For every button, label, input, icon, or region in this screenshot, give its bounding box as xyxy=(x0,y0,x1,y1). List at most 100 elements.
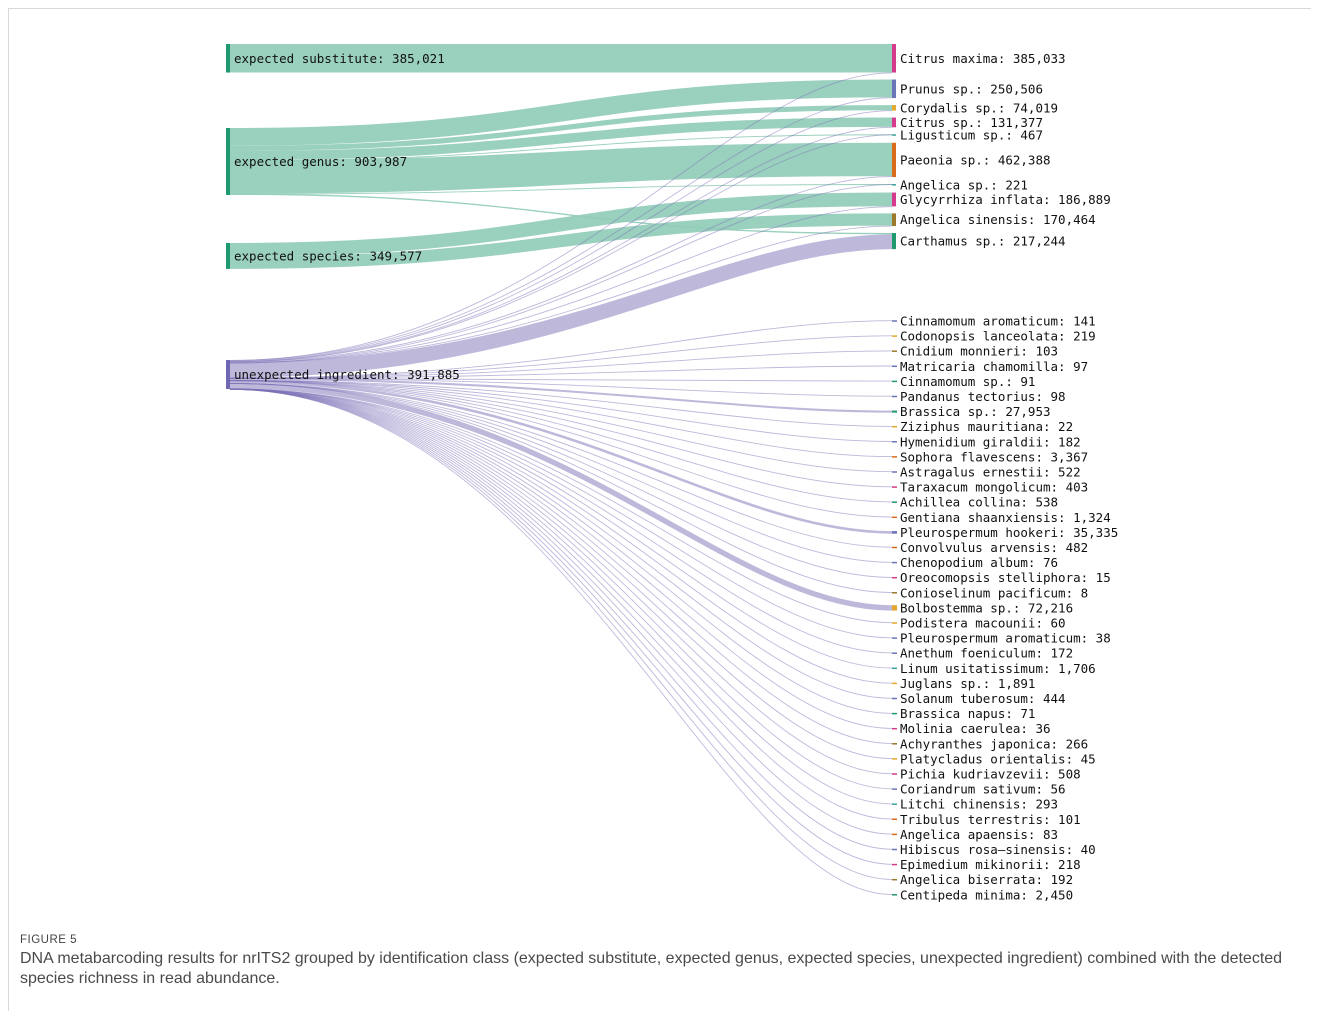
link-unexpected-ingredient-to-hibiscus-rosa-sinensis xyxy=(229,388,893,850)
target-label-epimedium-mikinorii: Epimedium mikinorii: 218 xyxy=(900,857,1081,872)
target-node-taraxacum-mongolicum xyxy=(892,486,897,488)
link-expected-genus-to-citrus-sp xyxy=(229,117,893,161)
link-unexpected-ingredient-to-centipeda-minima xyxy=(229,388,893,895)
target-label-linum-usitatissimum: Linum usitatissimum: 1,706 xyxy=(900,661,1096,676)
target-node-astragalus-ernestii xyxy=(892,471,897,473)
source-node-expected-genus xyxy=(226,128,230,195)
target-label-codonopsis-lanceolata: Codonopsis lanceolata: 219 xyxy=(900,329,1096,344)
target-label-juglans-sp: Juglans sp.: 1,891 xyxy=(900,676,1035,691)
target-node-oreocomopsis-stelliphora xyxy=(892,576,897,579)
link-unexpected-ingredient-to-pandanus-tectorius xyxy=(229,377,893,397)
target-label-conioselinum-pacificum: Conioselinum pacificum: 8 xyxy=(900,585,1088,600)
target-node-brassica-napus xyxy=(892,712,897,715)
link-unexpected-ingredient-to-oreocomopsis-stelliphora xyxy=(229,383,893,578)
link-unexpected-ingredient-to-cnidium-monnieri xyxy=(229,350,893,379)
target-node-convolvulus-arvensis xyxy=(892,546,897,549)
target-label-achillea-collina: Achillea collina: 538 xyxy=(900,495,1058,510)
target-label-coriandrum-sativum: Coriandrum sativum: 56 xyxy=(900,782,1066,797)
link-unexpected-ingredient-to-pleurospermum-aromaticum xyxy=(229,388,893,639)
target-label-pichia-kudriavzevii: Pichia kudriavzevii: 508 xyxy=(900,767,1081,782)
target-node-centipeda-minima xyxy=(892,894,897,896)
link-unexpected-ingredient-to-convolvulus-arvensis xyxy=(229,382,893,548)
link-unexpected-ingredient-to-paeonia-sp xyxy=(229,176,893,363)
target-label-podistera-macounii: Podistera macounii: 60 xyxy=(900,616,1066,631)
link-unexpected-ingredient-to-conioselinum-pacificum xyxy=(229,383,893,593)
target-node-platycladus-orientalis xyxy=(892,758,897,760)
link-unexpected-ingredient-to-angelica-apaensis xyxy=(229,388,893,835)
target-label-centipeda-minima: Centipeda minima: 2,450 xyxy=(900,887,1073,902)
link-unexpected-ingredient-to-epimedium-mikinorii xyxy=(229,388,893,865)
source-label-expected-genus: expected genus: 903,987 xyxy=(234,154,407,169)
link-unexpected-ingredient-to-ligusticum-sp xyxy=(229,134,893,363)
target-label-angelica-sinensis: Angelica sinensis: 170,464 xyxy=(900,212,1096,227)
target-label-angelica-apaensis: Angelica apaensis: 83 xyxy=(900,827,1058,842)
link-unexpected-ingredient-to-matricaria-chamomilla xyxy=(229,365,893,379)
figure-label: FIGURE 5 xyxy=(20,934,78,946)
target-node-gentiana-shaanxiensis xyxy=(892,516,897,519)
link-unexpected-ingredient-to-solanum-tuberosum xyxy=(229,388,893,699)
target-label-bolbostemma-sp: Bolbostemma sp.: 72,216 xyxy=(900,600,1073,615)
target-node-hymenidium-giraldii xyxy=(892,441,897,443)
target-label-molinia-caerulea: Molinia caerulea: 36 xyxy=(900,721,1051,736)
target-label-taraxacum-mongolicum: Taraxacum mongolicum: 403 xyxy=(900,480,1088,495)
link-unexpected-ingredient-to-litchi-chinensis xyxy=(229,388,893,805)
target-node-citrus-sp xyxy=(892,117,896,128)
target-label-angelica-sp: Angelica sp.: 221 xyxy=(900,177,1028,192)
target-label-tribulus-terrestris: Tribulus terrestris: 101 xyxy=(900,812,1081,827)
target-label-carthamus-sp: Carthamus sp.: 217,244 xyxy=(900,234,1066,249)
link-unexpected-ingredient-to-anethum-foeniculum xyxy=(229,388,893,654)
sankey-diagram: expected substitute: 385,021 expected gen… xyxy=(226,43,1118,902)
link-expected-genus-to-carthamus-sp xyxy=(229,193,893,235)
link-unexpected-ingredient-to-chenopodium-album xyxy=(229,383,893,563)
target-label-ligusticum-sp: Ligusticum sp.: 467 xyxy=(900,128,1043,143)
link-unexpected-ingredient-to-prunus-sp xyxy=(229,97,893,361)
link-expected-genus-to-angelica-sp xyxy=(229,184,893,195)
nodes-layer xyxy=(226,44,897,896)
target-node-ligusticum-sp xyxy=(892,134,896,136)
link-expected-genus-to-prunus-sp xyxy=(229,79,893,146)
target-node-cinnamomum-sp xyxy=(892,380,897,383)
target-label-pleurospermum-aromaticum: Pleurospermum aromaticum: 38 xyxy=(900,631,1111,646)
target-node-brassica-sp xyxy=(892,410,897,413)
link-unexpected-ingredient-to-taraxacum-mongolicum xyxy=(229,380,893,488)
target-node-anethum-foeniculum xyxy=(892,652,897,654)
link-unexpected-ingredient-to-molinia-caerulea xyxy=(229,388,893,729)
link-unexpected-ingredient-to-platycladus-orientalis xyxy=(229,388,893,760)
source-label-expected-species: expected species: 349,577 xyxy=(234,248,422,263)
target-label-convolvulus-arvensis: Convolvulus arvensis: 482 xyxy=(900,540,1088,555)
source-label-unexpected-ingredient: unexpected ingredient: 391,885 xyxy=(234,367,460,382)
source-node-expected-substitute xyxy=(226,44,230,73)
figure-frame xyxy=(8,8,1311,1011)
link-expected-species-to-glycyrrhiza-inflata xyxy=(229,192,893,257)
target-label-brassica-sp: Brassica sp.: 27,953 xyxy=(900,404,1051,419)
target-node-carthamus-sp xyxy=(892,233,896,250)
target-label-brassica-napus: Brassica napus: 71 xyxy=(900,706,1035,721)
link-unexpected-ingredient-to-tribulus-terrestris xyxy=(229,388,893,820)
target-node-coriandrum-sativum xyxy=(892,788,897,790)
link-unexpected-ingredient-to-brassica-napus xyxy=(229,388,893,714)
target-node-angelica-sinensis xyxy=(892,213,896,227)
link-unexpected-ingredient-to-carthamus-sp xyxy=(229,234,893,378)
target-node-chenopodium-album xyxy=(892,561,897,564)
target-label-hymenidium-giraldii: Hymenidium giraldii: 182 xyxy=(900,434,1081,449)
target-node-paeonia-sp xyxy=(892,142,896,178)
links-layer xyxy=(229,43,893,895)
target-node-cinnamomum-aromaticum xyxy=(892,320,897,322)
target-node-codonopsis-lanceolata xyxy=(892,335,897,337)
link-expected-genus-to-paeonia-sp xyxy=(229,142,893,194)
target-label-pleurospermum-hookeri: Pleurospermum hookeri: 35,335 xyxy=(900,525,1118,540)
target-label-paeonia-sp: Paeonia sp.: 462,388 xyxy=(900,152,1051,167)
link-unexpected-ingredient-to-podistera-macounii xyxy=(229,388,893,624)
target-node-epimedium-mikinorii xyxy=(892,863,897,866)
target-node-corydalis-sp xyxy=(892,105,896,111)
link-unexpected-ingredient-to-achyranthes-japonica xyxy=(229,388,893,744)
link-unexpected-ingredient-to-cinnamomum-sp xyxy=(229,377,893,382)
target-label-glycyrrhiza-inflata: Glycyrrhiza inflata: 186,889 xyxy=(900,192,1111,207)
target-label-angelica-biserrata: Angelica biserrata: 192 xyxy=(900,872,1073,887)
target-label-cnidium-monnieri: Cnidium monnieri: 103 xyxy=(900,344,1058,359)
target-node-molinia-caerulea xyxy=(892,727,897,730)
link-unexpected-ingredient-to-citrus-sp xyxy=(229,126,893,362)
source-node-expected-species xyxy=(226,243,230,269)
target-node-achyranthes-japonica xyxy=(892,743,897,745)
link-unexpected-ingredient-to-pichia-kudriavzevii xyxy=(229,388,893,775)
